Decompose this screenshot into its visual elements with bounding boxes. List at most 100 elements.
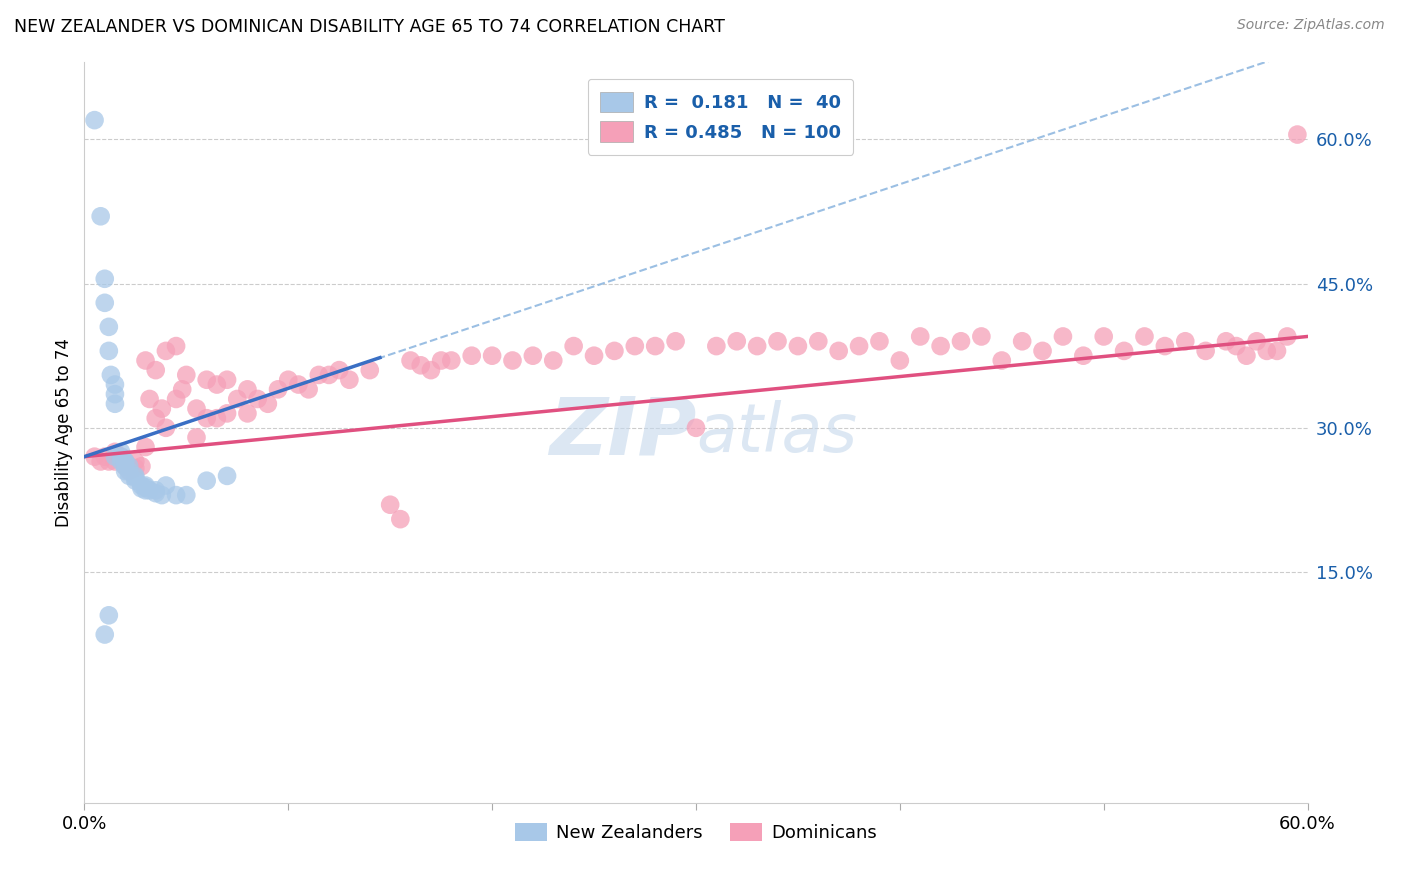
Point (186, 401, 208, 416)
Text: ZIP: ZIP (548, 393, 696, 472)
Point (665, 334, 688, 349)
Point (481, 349, 503, 363)
Point (1133, 329, 1156, 343)
Point (339, 373, 361, 387)
Point (118, 469, 141, 483)
Point (124, 474, 146, 488)
Point (97, 608, 120, 623)
Point (90, 454, 112, 468)
Point (226, 392, 249, 406)
Point (104, 450, 127, 464)
Point (706, 339, 728, 353)
Point (1154, 339, 1177, 353)
Point (848, 339, 870, 353)
Point (195, 474, 218, 488)
Point (114, 459, 136, 474)
Point (889, 353, 911, 368)
Point (562, 339, 585, 353)
Point (114, 459, 136, 474)
Point (150, 401, 173, 416)
Point (236, 382, 259, 396)
Point (1011, 334, 1033, 349)
Point (165, 488, 187, 502)
Point (277, 373, 299, 387)
Point (747, 339, 769, 353)
Point (124, 454, 146, 468)
Point (828, 343, 851, 358)
Point (104, 377, 127, 392)
Point (205, 411, 228, 425)
Point (1073, 349, 1095, 363)
Point (420, 363, 443, 377)
Point (603, 343, 626, 358)
Point (165, 339, 187, 353)
Point (267, 382, 290, 396)
Point (950, 334, 973, 349)
Point (787, 339, 810, 353)
Point (583, 349, 606, 363)
Point (1277, 329, 1299, 343)
Point (869, 334, 891, 349)
Point (118, 459, 141, 474)
Point (114, 454, 136, 468)
Point (97, 343, 120, 358)
Point (118, 464, 141, 478)
Point (1286, 128, 1309, 142)
Point (359, 363, 381, 377)
Point (308, 368, 330, 382)
Point (1052, 329, 1074, 343)
Point (929, 339, 952, 353)
Point (138, 483, 160, 498)
Point (124, 471, 146, 485)
Point (380, 498, 402, 512)
Point (766, 334, 789, 349)
Point (83, 450, 105, 464)
Point (174, 368, 197, 382)
Point (1225, 339, 1247, 353)
Point (257, 397, 280, 411)
Point (440, 353, 463, 368)
Point (131, 482, 153, 496)
Point (1174, 334, 1197, 349)
Point (174, 488, 197, 502)
Point (1195, 343, 1218, 358)
Point (685, 421, 707, 435)
Point (318, 368, 340, 382)
Point (150, 488, 173, 502)
Point (991, 353, 1014, 368)
Point (118, 464, 141, 478)
Point (246, 392, 269, 406)
Point (90, 209, 112, 223)
Point (165, 392, 187, 406)
Point (409, 359, 432, 373)
Point (97, 319, 120, 334)
Point (145, 411, 167, 425)
Point (1236, 349, 1258, 363)
Point (1215, 334, 1237, 349)
Point (135, 353, 157, 368)
Point (93, 627, 115, 641)
Point (236, 406, 259, 420)
Point (93, 450, 115, 464)
Point (1092, 329, 1115, 343)
Point (114, 464, 136, 478)
Point (389, 512, 412, 526)
Point (155, 421, 177, 435)
Point (461, 349, 484, 363)
Point (910, 329, 932, 343)
Point (145, 483, 167, 498)
Point (807, 334, 830, 349)
Point (205, 377, 228, 392)
Point (93, 272, 115, 286)
Point (110, 450, 132, 464)
Text: atlas: atlas (696, 400, 858, 466)
Point (124, 461, 146, 475)
Point (135, 480, 157, 494)
Point (186, 430, 208, 444)
Y-axis label: Disability Age 65 to 74: Disability Age 65 to 74 (55, 338, 73, 527)
Point (97, 454, 120, 468)
Point (970, 329, 993, 343)
Point (172, 382, 194, 396)
Point (145, 486, 167, 500)
Point (138, 392, 160, 406)
